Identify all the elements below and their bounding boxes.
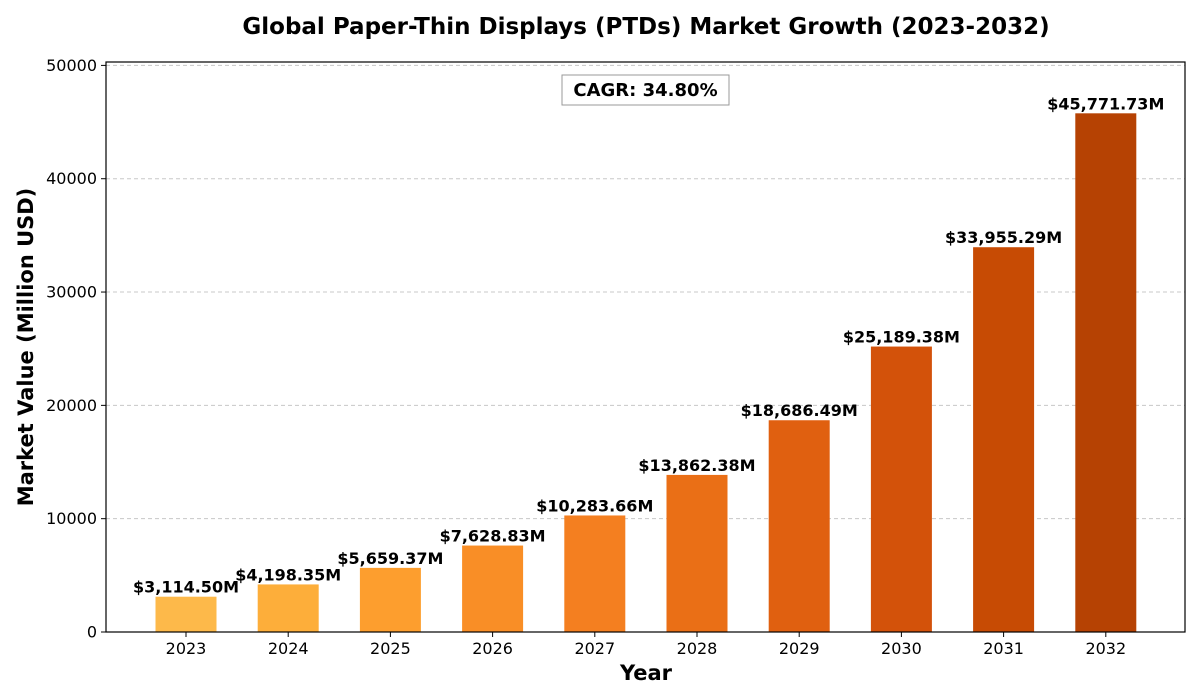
x-tick-label-2028: 2028	[677, 639, 718, 658]
x-tick-label-2031: 2031	[983, 639, 1024, 658]
x-tick-label-2025: 2025	[370, 639, 411, 658]
cagr-box	[561, 74, 730, 106]
x-tick-label-2027: 2027	[574, 639, 615, 658]
data-label-2027: $10,283.66M	[536, 496, 653, 515]
plot-area-frame	[105, 61, 1186, 633]
x-tick-label-2026: 2026	[472, 639, 513, 658]
bars-layer	[155, 113, 1137, 632]
data-label-2024: $4,198.35M	[235, 565, 341, 584]
data-label-2030: $25,189.38M	[843, 328, 960, 347]
data-label-2026: $7,628.83M	[440, 527, 546, 546]
y-tick-label: 40000	[46, 169, 97, 188]
data-labels-layer: $3,114.50M$4,198.35M$5,659.37M $7,628.83M…	[133, 94, 1164, 596]
bar-2028	[666, 474, 728, 632]
x-tick-label-2030: 2030	[881, 639, 922, 658]
x-axis-label: Year	[619, 661, 673, 685]
bar-2025	[359, 567, 421, 632]
y-axis-label: Market Value (Million USD)	[14, 188, 38, 507]
bar-2030	[870, 346, 932, 632]
bar-2029	[768, 420, 830, 632]
bar-2026	[462, 545, 524, 632]
bar-2032	[1075, 113, 1137, 632]
data-label-2031: $33,955.29M	[945, 228, 1062, 247]
data-label-2023: $3,114.50M	[133, 578, 239, 597]
y-tick-label: 10000	[46, 509, 97, 528]
bar-2023	[155, 596, 217, 632]
y-axis-ticks: 0 10000 20000 30000 40000 50000	[46, 56, 106, 642]
data-label-2025: $5,659.37M	[337, 549, 443, 568]
x-tick-label-2029: 2029	[779, 639, 820, 658]
x-tick-label-2023: 2023	[166, 639, 207, 658]
data-label-2032: $45,771.73M	[1047, 94, 1164, 113]
data-label-2029: $18,686.49M	[741, 401, 858, 420]
x-axis-ticks: 2023 2024 2025 2026 2027 2028 2029 2030 2031 2032	[166, 632, 1126, 658]
chart-title: Global Paper-Thin Displays (PTDs) Market…	[242, 14, 1049, 40]
data-label-2028: $13,862.38M	[638, 456, 755, 475]
y-tick-label: 50000	[46, 56, 97, 75]
bar-2031	[973, 247, 1035, 632]
bar-2027	[564, 515, 626, 632]
cagr-annotation: CAGR: 34.80%	[561, 74, 730, 106]
y-tick-label: 0	[87, 623, 97, 642]
y-tick-label: 30000	[46, 283, 97, 302]
x-tick-label-2032: 2032	[1085, 639, 1126, 658]
x-tick-label-2024: 2024	[268, 639, 309, 658]
bar-2024	[257, 584, 319, 632]
cagr-text: CAGR: 34.80%	[573, 80, 717, 101]
y-tick-label: 20000	[46, 396, 97, 415]
